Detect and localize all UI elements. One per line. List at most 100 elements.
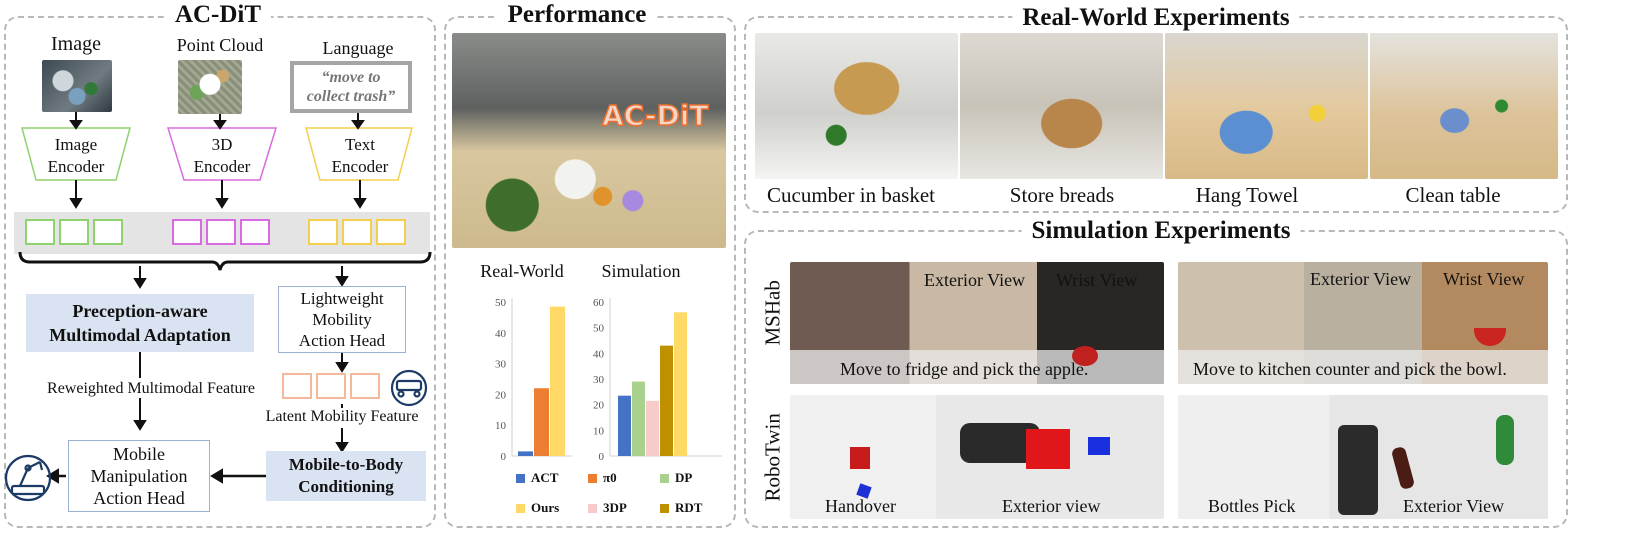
mobility-action-head: Lightweight Mobility Action Head: [278, 286, 406, 353]
performance-hero-image: AC-DiT: [452, 33, 726, 248]
mshab-floor-shade: [1178, 350, 1548, 384]
image-token: [25, 219, 55, 245]
y-tick-label: 50: [593, 323, 605, 335]
legend-swatch: [660, 473, 669, 483]
mobility-action-head-label: Lightweight Mobility Action Head: [298, 289, 386, 350]
legend-item: Ours: [516, 500, 559, 516]
multimodal-adaptation-module: Preception-aware Multimodal Adaptation: [26, 294, 254, 352]
instruction-text: “move to collect trash”: [306, 69, 396, 105]
image-token: [93, 219, 123, 245]
legend-label: DP: [675, 470, 693, 485]
bar-act: [618, 395, 631, 456]
exterior-view-label: Exterior View: [924, 270, 1026, 290]
real-world-image-clean-table: [1370, 33, 1558, 179]
point-cloud-thumbnail: [178, 60, 242, 114]
performance-legend: ACT π0 DP Ours 3DP RDT: [516, 470, 716, 520]
bar-dp: [632, 381, 645, 456]
chart-title-real-world: Real-World: [480, 261, 564, 281]
wrist-view-label: Wrist View: [1443, 269, 1525, 289]
wrist-view-label: Wrist View: [1056, 270, 1138, 290]
real-world-title: Real-World Experiments: [1012, 4, 1300, 32]
y-tick-label: 20: [593, 400, 605, 412]
latent-token: [316, 373, 346, 399]
text-token: [308, 219, 338, 245]
red-block-shape: [1026, 429, 1070, 469]
mshab-floor-shade: [790, 350, 1164, 384]
bar-ours: [550, 306, 565, 456]
three-d-encoder-label: 3D Encoder: [193, 135, 251, 176]
real-world-task-label: Hang Towel: [1195, 183, 1299, 207]
bar-act: [518, 451, 533, 456]
robot-arm-icon: [4, 454, 52, 502]
multimodal-adaptation-label: Preception-aware Multimodal Adaptation: [49, 301, 231, 345]
legend-item: DP: [660, 470, 692, 486]
three-d-encoder: 3D Encoder: [184, 134, 260, 178]
chart-title-simulation: Simulation: [601, 261, 681, 281]
ac-dit-title: AC-DiT: [164, 1, 272, 29]
point-cloud-label: Point Cloud: [176, 35, 264, 55]
legend-swatch: [588, 473, 597, 483]
legend-swatch: [516, 473, 525, 483]
y-tick-label: 30: [495, 359, 507, 371]
latent-token: [282, 373, 312, 399]
legend-item: π0: [588, 470, 617, 486]
robotwin-label: RoboTwin: [760, 413, 785, 502]
y-tick-label: 0: [599, 451, 605, 463]
image-input-thumbnail: [42, 60, 112, 112]
bar-rdt: [660, 345, 673, 456]
text-encoder: Text Encoder: [322, 134, 398, 178]
three-d-token: [206, 219, 236, 245]
mshab-task-label: Move to fridge and pick the apple.: [840, 359, 1089, 379]
mobile-to-body-conditioning-module: Mobile-to-Body Conditioning: [266, 451, 426, 501]
robotwin-task-label: Handover: [825, 496, 896, 516]
legend-swatch: [516, 503, 525, 513]
legend-label: RDT: [675, 500, 703, 515]
real-world-image-cucumber: [755, 33, 958, 179]
mshab-scene-fridge: [790, 262, 1164, 384]
image-input-label: Image: [51, 33, 101, 55]
mobile-base-icon: [390, 369, 428, 407]
gripper-shape: [1338, 425, 1378, 515]
text-encoder-shape: [305, 127, 413, 181]
real-world-image-towel: [1165, 33, 1368, 179]
y-tick-label: 10: [593, 425, 605, 437]
bar-ours: [674, 312, 687, 456]
instruction-box: “move to collect trash”: [290, 61, 412, 113]
robotwin-view-label: Exterior View: [1403, 496, 1505, 516]
text-encoder-label: Text Encoder: [331, 135, 389, 176]
legend-label: 3DP: [603, 500, 627, 515]
wrist-apple-icon: [1072, 346, 1098, 366]
latent-token: [350, 373, 380, 399]
wrist-bowl-icon: [1474, 328, 1506, 346]
y-tick-label: 50: [495, 297, 507, 309]
text-token: [376, 219, 406, 245]
bar-3dp: [646, 400, 659, 456]
legend-item: RDT: [660, 500, 702, 516]
hero-overlay-text: AC-DiT: [601, 98, 709, 133]
conditioning-label: Mobile-to-Body Conditioning: [288, 455, 404, 496]
bar-π0: [534, 388, 549, 456]
robotwin-view-label: Exterior view: [1002, 496, 1101, 516]
real-world-task-label: Cucumber in basket: [767, 183, 935, 207]
legend-item: ACT: [516, 470, 558, 486]
language-label: Language: [322, 38, 394, 58]
image-encoder-label: Image Encoder: [47, 135, 105, 176]
three-d-token: [172, 219, 202, 245]
reweighted-feature-label: Reweighted Multimodal Feature: [47, 380, 255, 397]
three-d-token: [240, 219, 270, 245]
image-encoder: Image Encoder: [36, 134, 116, 178]
robotwin-task-label: Bottles Pick: [1208, 496, 1296, 516]
green-bottle-shape: [1496, 415, 1514, 465]
robotwin-scene-bottles: [1178, 395, 1548, 519]
legend-swatch: [588, 503, 597, 513]
legend-item: 3DP: [588, 500, 627, 516]
real-world-task-label: Clean table: [1405, 183, 1501, 207]
simulation-title: Simulation Experiments: [1021, 217, 1301, 245]
image-token: [59, 219, 89, 245]
performance-charts: 0 10 20 30 40 50 0 10 20 30 40 50 60: [495, 297, 722, 463]
three-d-encoder-shape: [166, 127, 278, 181]
manipulation-action-head: Mobile Manipulation Action Head: [68, 440, 210, 512]
y-tick-label: 10: [495, 420, 507, 432]
mshab-label: MSHab: [760, 280, 785, 346]
token-brace: [18, 251, 432, 271]
